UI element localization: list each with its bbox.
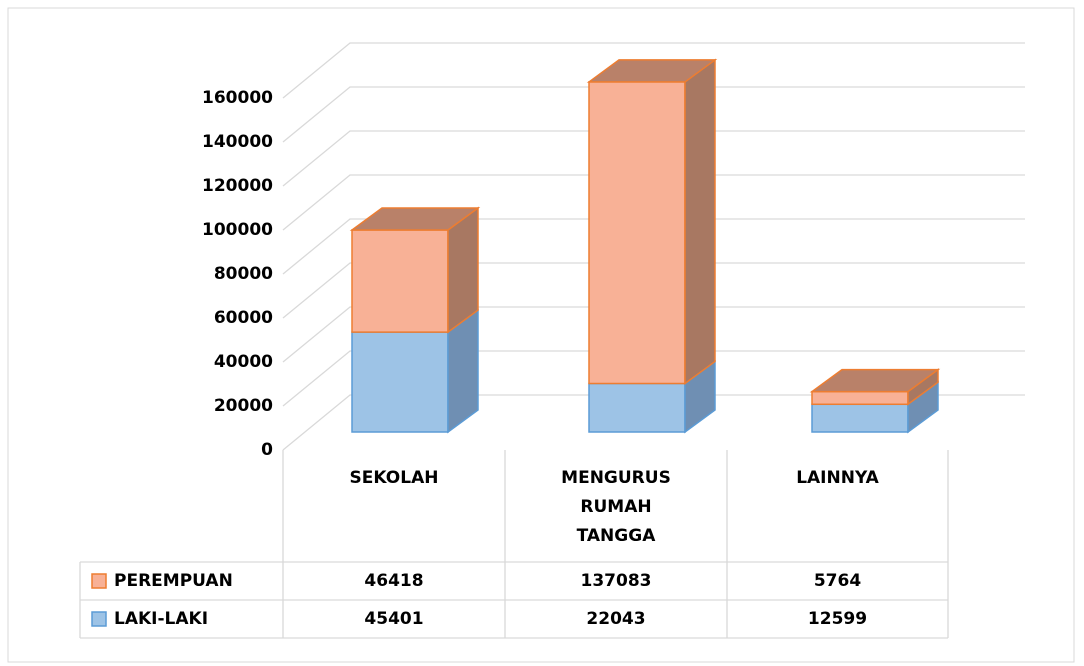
y-tick-label: 100000 — [202, 220, 273, 240]
table-value: 46418 — [364, 571, 423, 591]
bar-front — [811, 403, 909, 433]
grid-line — [282, 130, 1025, 187]
x-tick-label: LAINNYA — [796, 468, 879, 488]
grid-line — [282, 86, 1025, 143]
grid-line — [282, 42, 1025, 99]
y-tick-label: 20000 — [214, 396, 273, 416]
bar-segment — [588, 360, 716, 434]
y-tick-label: 40000 — [214, 352, 273, 372]
table-value: 22043 — [586, 609, 645, 629]
table-value: 45401 — [364, 609, 423, 629]
bar-segment — [351, 308, 479, 434]
bar-top — [586, 59, 718, 83]
bar-front — [588, 382, 686, 433]
y-tick-label: 60000 — [214, 308, 273, 328]
bar-segment — [809, 368, 941, 406]
bar-top — [809, 368, 941, 393]
bar-top — [349, 207, 481, 231]
bar-front — [351, 229, 449, 333]
chart-frame — [7, 7, 1075, 663]
table-value: 137083 — [581, 571, 652, 591]
bar-side — [684, 58, 716, 385]
grid-line — [282, 306, 1025, 363]
table-value: 5764 — [814, 571, 861, 591]
bar-front — [351, 331, 449, 433]
grid-line — [282, 350, 1025, 407]
grid-line — [282, 174, 1025, 231]
x-tick-label: SEKOLAH — [350, 468, 439, 488]
y-tick-label: 160000 — [202, 88, 273, 108]
y-tick-label: 140000 — [202, 132, 273, 152]
bar-segment — [811, 380, 939, 434]
table-value: 12599 — [808, 609, 867, 629]
grid-line — [282, 394, 1025, 451]
grid-line — [282, 262, 1025, 319]
legend-key — [91, 611, 107, 627]
y-tick-label: 120000 — [202, 176, 273, 196]
legend-label: LAKI-LAKI — [114, 609, 208, 629]
bar-segment — [586, 58, 718, 385]
y-tick-label: 80000 — [214, 264, 273, 284]
x-tick-label: MENGURUS RUMAH TANGGA — [561, 468, 671, 546]
bar-front — [588, 81, 686, 385]
bar-segment — [349, 206, 481, 334]
bar-front — [811, 390, 909, 406]
legend-label: PEREMPUAN — [114, 571, 233, 591]
legend-key — [91, 573, 107, 589]
grid-line — [282, 218, 1025, 275]
y-tick-label: 0 — [261, 440, 273, 460]
